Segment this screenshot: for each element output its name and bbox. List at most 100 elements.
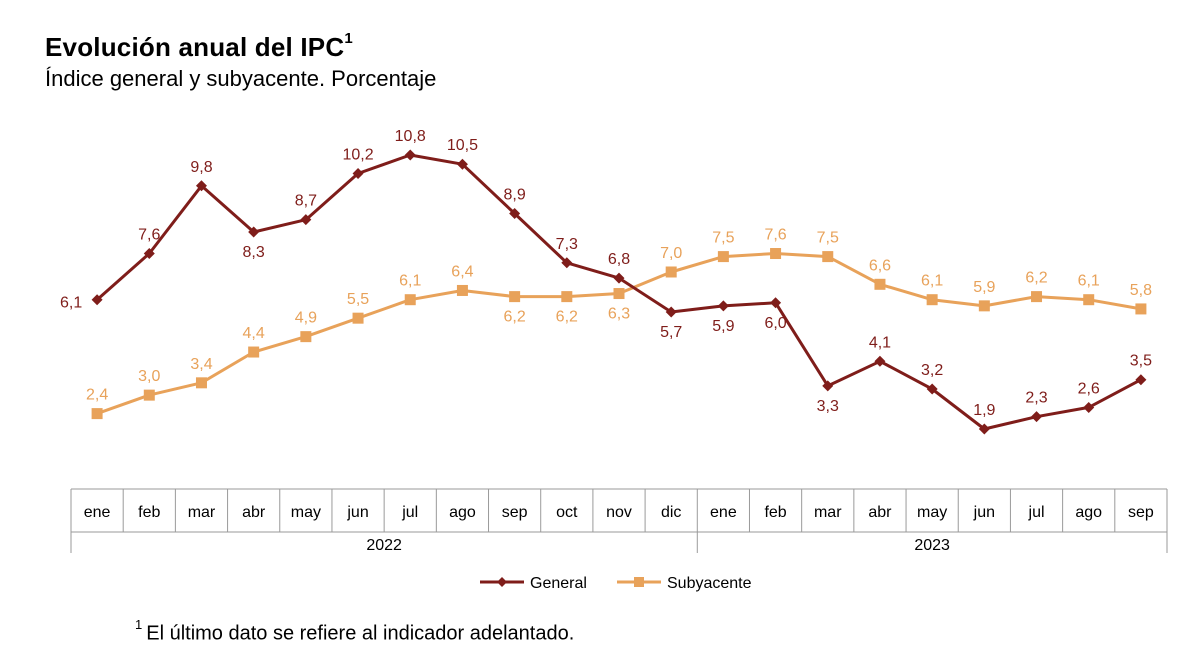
data-label-subyacente: 6,2 [1025,270,1047,287]
marker-subyacente [978,300,990,312]
x-tick-label: ago [449,504,476,521]
marker-general [926,383,938,395]
line-chart: ene feb mar abr may jun jul ago sep oct nov dic ene f… [60,128,1168,592]
marker-general [874,355,886,367]
marker-general [822,380,834,392]
legend-label-general: General [530,575,587,592]
chart-subtitle: Índice general y subyacente. Porcentaje [45,66,437,91]
x-tick-label: sep [1128,504,1154,521]
chart-title-footnote-mark: 1 [344,30,353,48]
data-label-subyacente: 5,5 [347,291,369,308]
x-tick-label: nov [606,504,632,521]
data-label-general: 9,8 [190,159,212,176]
data-label-subyacente: 7,5 [817,230,839,247]
marker-subyacente [1083,294,1095,306]
marker-general [1083,401,1095,413]
marker-general [195,180,207,192]
data-label-general: 1,9 [973,402,995,419]
chart-title: Evolución anual del IPC1 [45,30,353,63]
legend-marker-general [497,577,507,587]
x-tick-label: mar [814,504,842,521]
data-label-subyacente: 3,0 [138,368,160,385]
data-label-general: 6,1 [60,295,82,312]
data-label-general: 5,7 [660,324,682,341]
data-label-subyacente: 6,2 [503,309,525,326]
marker-general [770,297,782,309]
data-label-subyacente: 5,8 [1130,282,1152,299]
data-label-general: 8,7 [295,193,317,210]
data-label-general: 4,1 [869,334,891,351]
data-label-general: 2,3 [1025,390,1047,407]
data-label-general: 10,2 [342,146,373,163]
data-label-general: 7,6 [138,227,160,244]
x-tick-label: abr [868,504,892,521]
data-label-general: 3,5 [1130,353,1152,370]
marker-subyacente [874,278,886,290]
marker-general [717,300,729,312]
marker-subyacente [248,346,260,358]
data-labels: 6,1 7,6 9,8 8,3 8,7 10,2 10,8 10,5 8,9 7,3 6,8 5,7 5… [60,128,1152,419]
x-tick-label: jun [346,504,368,521]
data-label-subyacente: 5,9 [973,279,995,296]
x-tick-label: oct [556,504,578,521]
marker-general [561,257,573,269]
marker-subyacente [509,291,521,303]
chart-title-text: Evolución anual del IPC [45,32,345,62]
data-label-general: 5,9 [712,318,734,335]
data-label-subyacente: 6,1 [1078,273,1100,290]
marker-general [1031,411,1043,423]
x-year-label: 2023 [914,537,950,554]
marker-general [352,167,364,179]
marker-subyacente [1031,291,1043,303]
data-label-general: 8,9 [503,186,525,203]
data-label-subyacente: 4,9 [295,310,317,327]
legend-marker-subyacente [634,577,644,587]
marker-subyacente [352,312,364,324]
marker-general [613,272,625,284]
data-label-general: 3,3 [817,398,839,415]
data-label-general: 7,3 [556,236,578,253]
x-tick-label: mar [188,504,216,521]
marker-subyacente [143,389,155,401]
marker-general [404,149,416,161]
marker-general [300,214,312,226]
marker-subyacente [300,331,312,343]
marker-subyacente [613,288,625,300]
marker-general [509,207,521,219]
x-tick-label: jul [401,504,418,521]
data-label-general: 10,5 [447,137,478,154]
marker-general [143,248,155,260]
x-tick-label: may [291,504,321,521]
data-label-general: 8,3 [243,244,265,261]
marker-subyacente [404,294,416,306]
legend: General Subyacente [480,575,752,592]
series-markers [91,149,1147,435]
data-label-general: 10,8 [395,128,426,145]
data-label-subyacente: 6,4 [451,263,473,280]
marker-subyacente [1135,303,1147,315]
data-label-subyacente: 6,1 [399,273,421,290]
x-tick-label: feb [138,504,160,521]
x-tick-label: jul [1028,504,1045,521]
data-label-general: 3,2 [921,362,943,379]
footnote: 1 El último dato se refiere al indicador … [135,617,574,646]
marker-subyacente [561,291,573,303]
x-tick-label: feb [764,504,786,521]
marker-general [248,226,260,238]
x-tick-label: sep [502,504,528,521]
data-label-general: 6,8 [608,251,630,268]
data-label-general: 6,0 [764,315,786,332]
x-tick-label: ene [84,504,111,521]
marker-subyacente [926,294,938,306]
marker-subyacente [195,377,207,389]
x-tick-label: may [917,504,947,521]
data-label-subyacente: 6,3 [608,306,630,323]
marker-subyacente [91,408,103,420]
marker-subyacente [822,251,834,263]
data-label-subyacente: 3,4 [190,356,212,373]
data-label-subyacente: 2,4 [86,387,108,404]
marker-subyacente [770,248,782,260]
data-label-subyacente: 7,6 [764,227,786,244]
marker-general [456,158,468,170]
data-label-general: 2,6 [1078,380,1100,397]
